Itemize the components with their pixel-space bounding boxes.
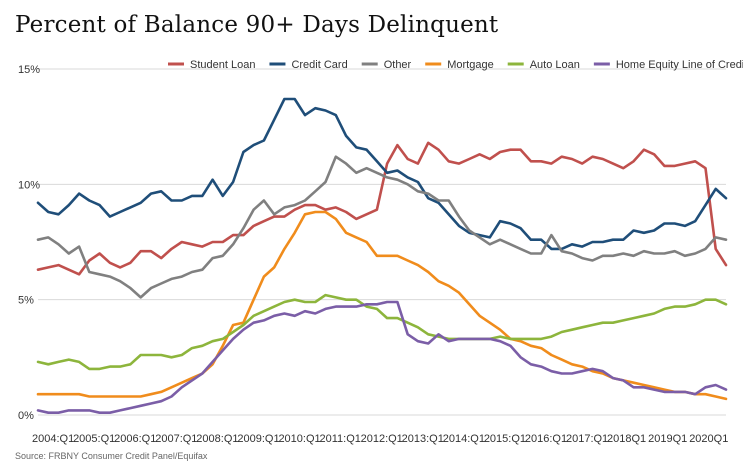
- x-tick-label: 2016:Q1: [525, 433, 567, 445]
- x-axis-ticks: 2004:Q12005:Q12006:Q12007:Q12008:Q12009:…: [32, 433, 728, 445]
- x-tick-label: 2012:Q1: [361, 433, 403, 445]
- legend-label-mortgage: Mortgage: [447, 59, 493, 71]
- source-note: Source: FRBNY Consumer Credit Panel/Equi…: [15, 451, 208, 461]
- y-tick-label: 15%: [18, 64, 40, 76]
- x-tick-label: 2018Q1: [607, 433, 646, 445]
- x-tick-label: 2013:Q1: [402, 433, 444, 445]
- x-tick-label: 2015:Q1: [484, 433, 526, 445]
- series-line-student-loan: [36, 141, 728, 276]
- series-line-other: [36, 155, 728, 299]
- series-line-auto-loan: [36, 293, 728, 371]
- series-lines: [36, 97, 728, 415]
- x-tick-label: 2004:Q1: [32, 433, 74, 445]
- legend-label-auto-loan: Auto Loan: [530, 59, 580, 71]
- x-tick-label: 2008:Q1: [196, 433, 238, 445]
- x-tick-label: 2014:Q1: [443, 433, 485, 445]
- legend-label-credit-card: Credit Card: [291, 59, 347, 71]
- chart-title: Percent of Balance 90+ Days Delinquent: [15, 12, 499, 38]
- legend-label-other: Other: [384, 59, 412, 71]
- y-tick-label: 10%: [18, 179, 40, 191]
- x-tick-label: 2017:Q1: [566, 433, 608, 445]
- legend-label-home-equity-line-of-credit: Home Equity Line of Credit: [616, 59, 743, 71]
- y-tick-label: 5%: [18, 295, 34, 307]
- x-tick-label: 2019Q1: [648, 433, 687, 445]
- grid-lines: [38, 68, 726, 416]
- x-tick-label: 2005:Q1: [73, 433, 115, 445]
- y-tick-label: 0%: [18, 410, 34, 422]
- x-tick-label: 2011:Q1: [320, 433, 361, 445]
- x-tick-label: 2010:Q1: [278, 433, 320, 445]
- series-line-credit-card: [36, 97, 728, 251]
- legend-label-student-loan: Student Loan: [190, 59, 255, 71]
- x-tick-label: 2009:Q1: [237, 433, 279, 445]
- x-tick-label: 2006:Q1: [114, 433, 156, 445]
- x-tick-label: 2007:Q1: [155, 433, 197, 445]
- y-axis-ticks: 0% 5% 10% 15%: [18, 64, 40, 422]
- x-tick-label: 2020Q1: [689, 433, 728, 445]
- legend: Student Loan Credit Card Other Mortgage Auto…: [168, 59, 743, 71]
- series-line-home-equity-line-of-credit: [36, 300, 728, 415]
